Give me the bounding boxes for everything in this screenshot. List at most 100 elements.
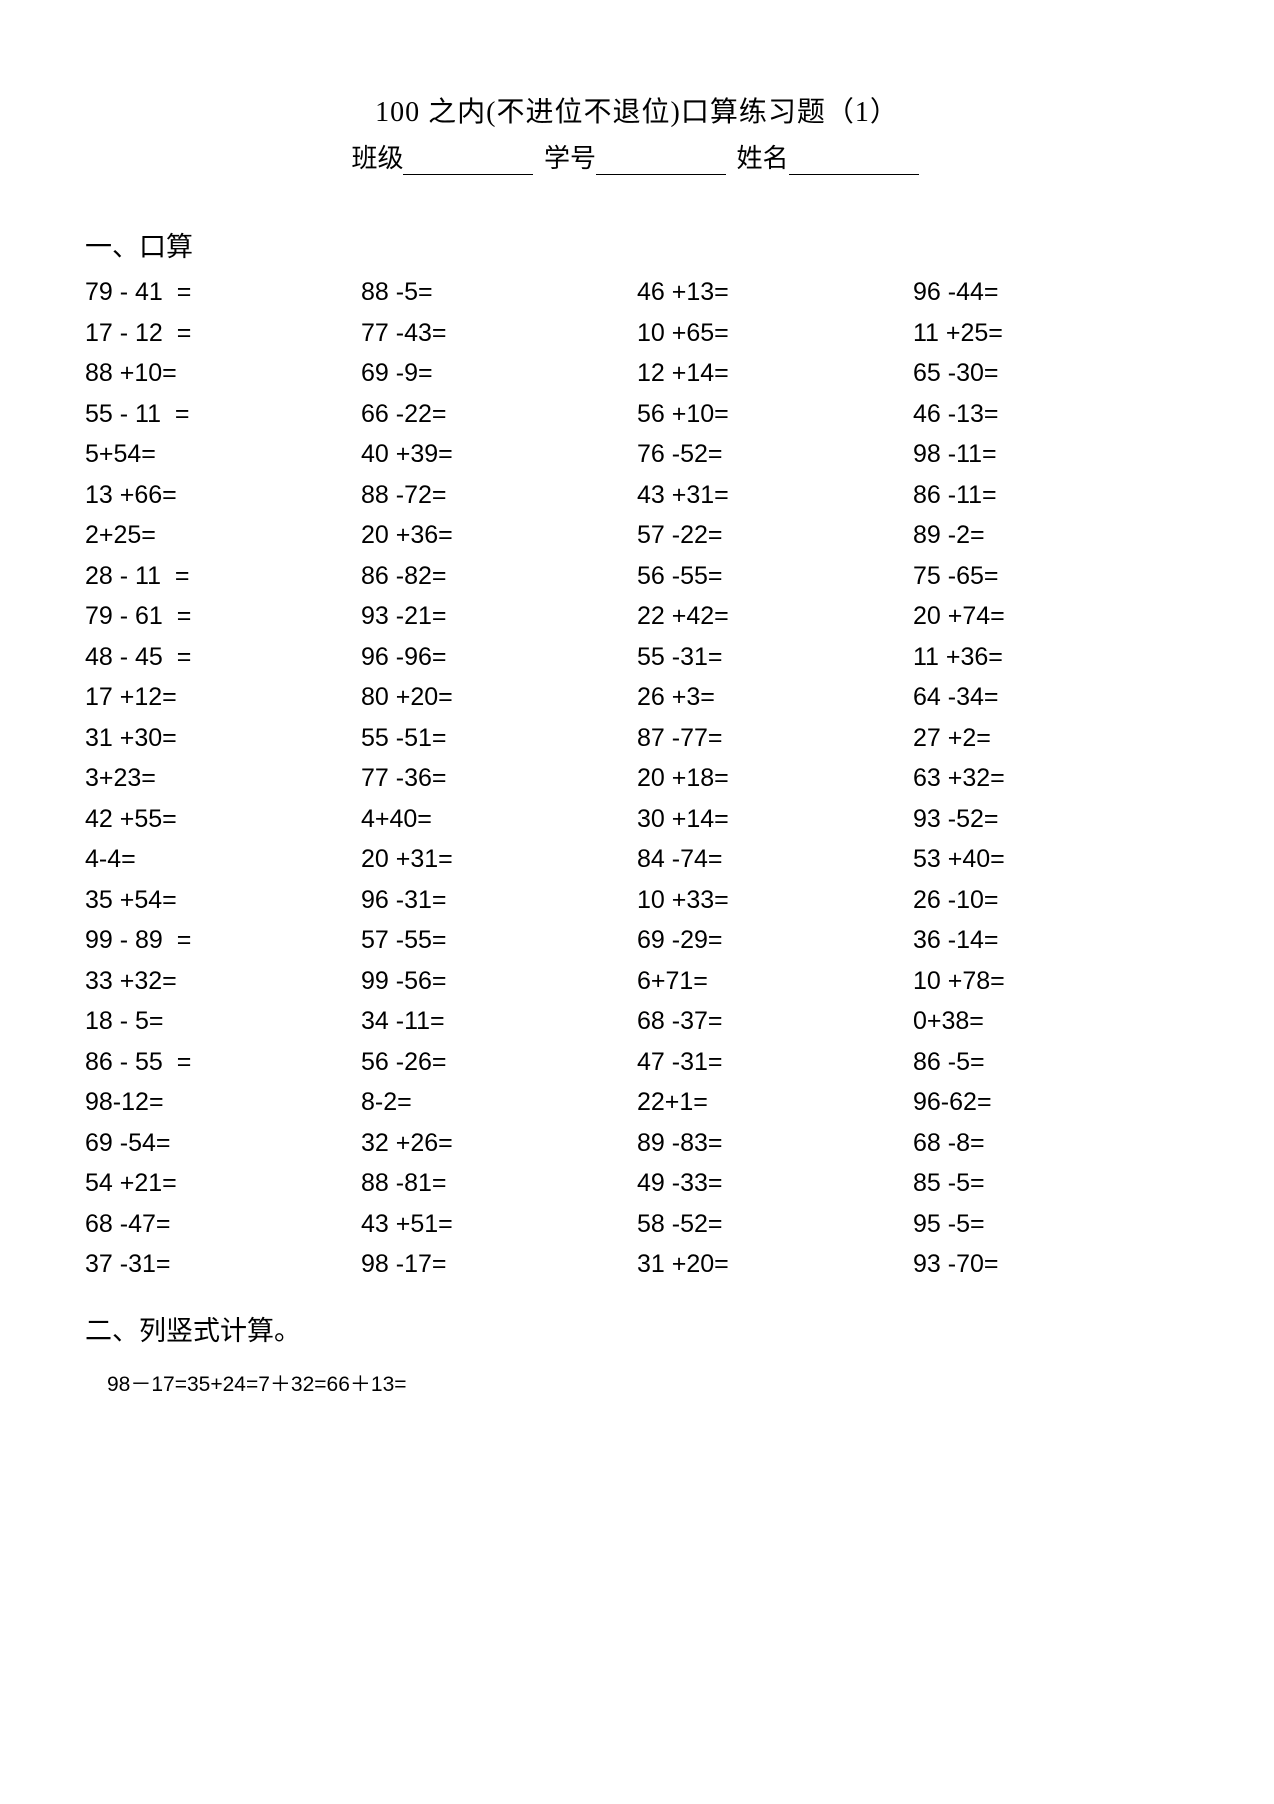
problem-cell: 88 -5=: [361, 278, 637, 307]
problem-cell: 26 -10=: [913, 886, 1189, 915]
problem-cell: 56 -26=: [361, 1048, 637, 1077]
problem-cell: 86 - 55 =: [85, 1048, 361, 1077]
problem-cell: 98 -11=: [913, 440, 1189, 469]
problem-cell: 13 +66=: [85, 481, 361, 510]
problem-cell: 80 +20=: [361, 683, 637, 712]
id-blank: [596, 149, 726, 175]
problem-cell: 76 -52=: [637, 440, 913, 469]
problem-cell: 93 -70=: [913, 1250, 1189, 1279]
problem-cell: 20 +31=: [361, 845, 637, 874]
problem-cell: 96 -44=: [913, 278, 1189, 307]
problem-cell: 87 -77=: [637, 724, 913, 753]
problem-cell: 88 +10=: [85, 359, 361, 388]
problem-cell: 88 -81=: [361, 1169, 637, 1198]
problem-cell: 4-4=: [85, 845, 361, 874]
problem-cell: 12 +14=: [637, 359, 913, 388]
section2-content: 98－17=35+24=7＋32=66＋13=: [107, 1368, 1189, 1398]
problem-cell: 66 -22=: [361, 400, 637, 429]
problem-cell: 10 +33=: [637, 886, 913, 915]
name-blank: [789, 149, 919, 175]
problem-cell: 86 -11=: [913, 481, 1189, 510]
page-title: 100 之内(不进位不退位)口算练习题（1）: [85, 90, 1189, 130]
problem-cell: 10 +65=: [637, 319, 913, 348]
problem-cell: 96-62=: [913, 1088, 1189, 1117]
problem-cell: 55 -51=: [361, 724, 637, 753]
problem-cell: 42 +55=: [85, 805, 361, 834]
problem-cell: 56 +10=: [637, 400, 913, 429]
problem-cell: 5+54=: [85, 440, 361, 469]
problem-cell: 20 +36=: [361, 521, 637, 550]
problem-cell: 86 -82=: [361, 562, 637, 591]
problem-cell: 55 -31=: [637, 643, 913, 672]
problem-cell: 22+1=: [637, 1088, 913, 1117]
problem-cell: 49 -33=: [637, 1169, 913, 1198]
problem-cell: 79 - 41 =: [85, 278, 361, 307]
problem-cell: 77 -43=: [361, 319, 637, 348]
problem-cell: 4+40=: [361, 805, 637, 834]
problem-cell: 34 -11=: [361, 1007, 637, 1036]
problem-cell: 32 +26=: [361, 1129, 637, 1158]
problem-cell: 57 -22=: [637, 521, 913, 550]
problem-cell: 69 -9=: [361, 359, 637, 388]
problem-cell: 26 +3=: [637, 683, 913, 712]
problem-cell: 40 +39=: [361, 440, 637, 469]
class-blank: [403, 149, 533, 175]
problem-cell: 37 -31=: [85, 1250, 361, 1279]
problem-cell: 31 +20=: [637, 1250, 913, 1279]
section1-heading: 一、口算: [85, 225, 1189, 264]
problem-cell: 22 +42=: [637, 602, 913, 631]
problem-cell: 69 -54=: [85, 1129, 361, 1158]
problem-cell: 89 -2=: [913, 521, 1189, 550]
problem-cell: 6+71=: [637, 967, 913, 996]
problem-cell: 46 -13=: [913, 400, 1189, 429]
problem-cell: 20 +74=: [913, 602, 1189, 631]
problem-cell: 96 -96=: [361, 643, 637, 672]
problem-cell: 65 -30=: [913, 359, 1189, 388]
problem-cell: 2+25=: [85, 521, 361, 550]
problem-cell: 86 -5=: [913, 1048, 1189, 1077]
problem-cell: 0+38=: [913, 1007, 1189, 1036]
problem-cell: 56 -55=: [637, 562, 913, 591]
problem-cell: 88 -72=: [361, 481, 637, 510]
problem-cell: 27 +2=: [913, 724, 1189, 753]
problem-cell: 53 +40=: [913, 845, 1189, 874]
problem-cell: 55 - 11 =: [85, 400, 361, 429]
problem-cell: 43 +31=: [637, 481, 913, 510]
id-label: 学号: [544, 144, 596, 173]
problem-cell: 64 -34=: [913, 683, 1189, 712]
problem-cell: 47 -31=: [637, 1048, 913, 1077]
problem-cell: 58 -52=: [637, 1210, 913, 1239]
problem-cell: 89 -83=: [637, 1129, 913, 1158]
problem-cell: 31 +30=: [85, 724, 361, 753]
problem-cell: 95 -5=: [913, 1210, 1189, 1239]
problem-cell: 99 - 89 =: [85, 926, 361, 955]
problem-cell: 20 +18=: [637, 764, 913, 793]
problem-cell: 75 -65=: [913, 562, 1189, 591]
problem-cell: 68 -8=: [913, 1129, 1189, 1158]
problem-cell: 48 - 45 =: [85, 643, 361, 672]
problem-cell: 30 +14=: [637, 805, 913, 834]
problem-cell: 98-12=: [85, 1088, 361, 1117]
problem-cell: 11 +36=: [913, 643, 1189, 672]
problem-cell: 99 -56=: [361, 967, 637, 996]
problem-cell: 35 +54=: [85, 886, 361, 915]
student-info-line: 班级 学号 姓名: [85, 138, 1189, 175]
problem-cell: 17 +12=: [85, 683, 361, 712]
problem-cell: 36 -14=: [913, 926, 1189, 955]
problem-cell: 54 +21=: [85, 1169, 361, 1198]
problem-cell: 79 - 61 =: [85, 602, 361, 631]
problem-cell: 98 -17=: [361, 1250, 637, 1279]
problem-cell: 28 - 11 =: [85, 562, 361, 591]
problem-cell: 96 -31=: [361, 886, 637, 915]
section2-heading: 二、列竖式计算。: [85, 1309, 1189, 1348]
problem-cell: 3+23=: [85, 764, 361, 793]
problem-cell: 77 -36=: [361, 764, 637, 793]
problem-cell: 43 +51=: [361, 1210, 637, 1239]
problem-cell: 85 -5=: [913, 1169, 1189, 1198]
problem-cell: 63 +32=: [913, 764, 1189, 793]
problem-cell: 33 +32=: [85, 967, 361, 996]
problem-cell: 93 -52=: [913, 805, 1189, 834]
problem-cell: 69 -29=: [637, 926, 913, 955]
problem-cell: 8-2=: [361, 1088, 637, 1117]
name-label: 姓名: [737, 144, 789, 173]
